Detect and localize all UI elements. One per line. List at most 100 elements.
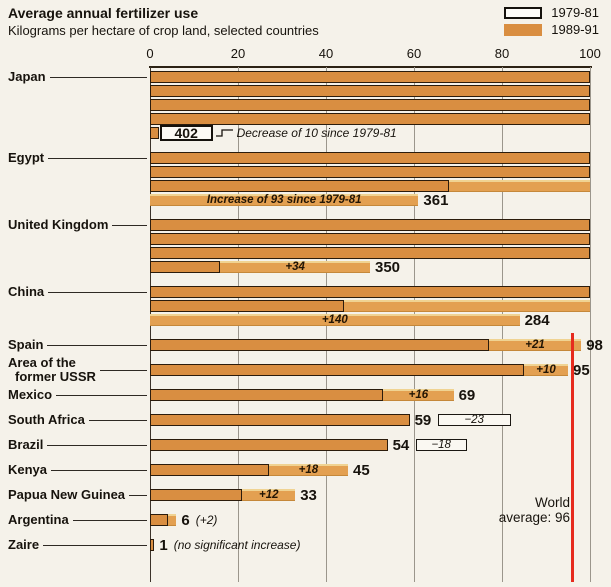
grid-line xyxy=(590,67,591,582)
bar-row xyxy=(150,99,591,111)
bar-1979-81-outline xyxy=(150,233,590,245)
bar-1979-81-outline xyxy=(150,389,384,401)
legend-item-1989-91: 1989-91 xyxy=(504,21,599,38)
leader-line xyxy=(56,394,147,396)
country-group-egypt: Egypt Increase of 93 since 1979-81 361 xyxy=(8,151,611,209)
bar-row xyxy=(150,286,591,298)
country-group-china: China +140 284 xyxy=(8,285,611,329)
country-group-spain: Spain +21 98 xyxy=(8,337,611,354)
bar-1979-81-outline xyxy=(150,152,590,164)
bar-row: +12 33 xyxy=(150,486,591,504)
value-label-text: 284 xyxy=(524,311,550,329)
legend-label-1989-91: 1989-91 xyxy=(551,22,599,37)
x-tick-label: 60 xyxy=(406,46,422,61)
country-name: Egypt xyxy=(0,151,44,165)
country-name: South Africa xyxy=(0,413,85,427)
bar-row: Increase of 93 since 1979-81 361 xyxy=(150,191,591,209)
world-average-label-line1: World xyxy=(534,495,570,510)
bar-increase-1989-91 xyxy=(343,300,590,312)
bar-increase-1989-91 xyxy=(150,314,520,326)
country-label: Papua New Guinea xyxy=(0,488,149,502)
country-label: Egypt xyxy=(0,151,149,165)
country-label: Argentina xyxy=(0,513,149,527)
bar-row: 59 −23 xyxy=(150,411,591,429)
bar-row: +18 45 xyxy=(150,462,591,479)
bar-row: +16 69 xyxy=(150,386,591,404)
value-label: 6 (+2) xyxy=(181,512,218,529)
change-annotation: +12 xyxy=(259,489,279,501)
bar-row xyxy=(150,152,591,164)
leader-line xyxy=(47,344,147,346)
value-label-text: 59 xyxy=(414,411,432,429)
bar-1979-81-outline xyxy=(150,85,590,97)
leader-line xyxy=(49,76,147,78)
leader-line xyxy=(47,444,147,446)
country-group-zaire: Zaire 1 (no significant increase) xyxy=(8,536,611,554)
bar-1979-81-outline xyxy=(150,180,450,192)
value-label-boxed: 402 xyxy=(159,125,213,141)
leader-line xyxy=(51,469,147,471)
legend: 1979-81 1989-91 xyxy=(504,4,599,38)
bar-increase-1989-91 xyxy=(242,489,296,501)
value-label-text: 361 xyxy=(423,191,449,209)
country-name-line: Japan xyxy=(8,69,46,84)
country-name-line: Brazil xyxy=(8,437,44,452)
value-label-text: 69 xyxy=(458,386,476,404)
legend-label-1979-81: 1979-81 xyxy=(551,5,599,20)
country-label: United Kingdom xyxy=(0,218,149,232)
change-annotation: (no significant increase) xyxy=(173,538,301,552)
x-tick-label: 20 xyxy=(230,46,246,61)
country-group-united-kingdom: United Kingdom +34 350 xyxy=(8,218,611,276)
country-name: Papua New Guinea xyxy=(0,488,125,502)
country-name-line: China xyxy=(8,284,45,299)
x-tick-label: 100 xyxy=(579,46,601,61)
bar-row: +34 350 xyxy=(150,259,591,276)
legend-item-1979-81: 1979-81 xyxy=(504,4,599,21)
plot-area: Japan 402 Decrease of 10 since 1979-81 Egyp… xyxy=(8,70,611,564)
value-label-text: 33 xyxy=(300,486,317,504)
change-annotation: +21 xyxy=(525,339,545,351)
bar-increase-1989-91 xyxy=(449,180,590,192)
change-annotation: +34 xyxy=(285,261,305,273)
country-label: Kenya xyxy=(0,463,149,477)
bar-1979-81-outline xyxy=(150,247,590,259)
country-name-line: former USSR xyxy=(15,369,96,384)
bar-increase-1989-91 xyxy=(167,514,177,526)
country-name-line: Papua New Guinea xyxy=(8,487,126,502)
bar-1979-81-outline xyxy=(150,300,344,312)
change-annotation: (+2) xyxy=(195,513,218,527)
value-label: 69 xyxy=(458,386,476,404)
country-name-line: Zaire xyxy=(8,537,40,552)
bar-row: +21 98 xyxy=(150,337,603,354)
country-name: Brazil xyxy=(0,438,43,452)
bar-row: 6 (+2) xyxy=(150,512,591,529)
bar-increase-1989-91 xyxy=(220,261,370,273)
country-label: Spain xyxy=(0,338,149,352)
country-label: South Africa xyxy=(0,413,149,427)
bar-1979-81-outline xyxy=(150,414,410,426)
bar-increase-1989-91 xyxy=(488,339,582,351)
bar-1979-81-outline xyxy=(150,113,590,125)
decrease-annotation-text: Decrease of 10 since 1979-81 xyxy=(236,126,397,140)
country-name-line: Spain xyxy=(8,337,44,352)
bar-row: +10 95 xyxy=(150,362,591,379)
bar-1979-81-extension: −23 xyxy=(437,414,511,426)
bar-1979-81-outline xyxy=(150,166,590,178)
change-annotation: +140 xyxy=(321,314,348,326)
value-label-text: 1 xyxy=(159,536,168,554)
world-average-line xyxy=(571,333,574,582)
value-label: 95 xyxy=(573,362,590,379)
bar-increase-1989-91 xyxy=(524,364,568,376)
country-name-line: Area of the xyxy=(8,355,76,370)
bar-row: +140 284 xyxy=(150,311,591,329)
country-name-line: Argentina xyxy=(8,512,69,527)
bar-1979-81-outline xyxy=(150,539,155,551)
country-name: Spain xyxy=(0,338,43,352)
bar-row xyxy=(150,247,591,259)
bar-row xyxy=(150,113,591,125)
country-label: Mexico xyxy=(0,388,149,402)
leader-line xyxy=(48,291,147,293)
country-name-line: Mexico xyxy=(8,387,53,402)
leader-line xyxy=(99,369,147,371)
